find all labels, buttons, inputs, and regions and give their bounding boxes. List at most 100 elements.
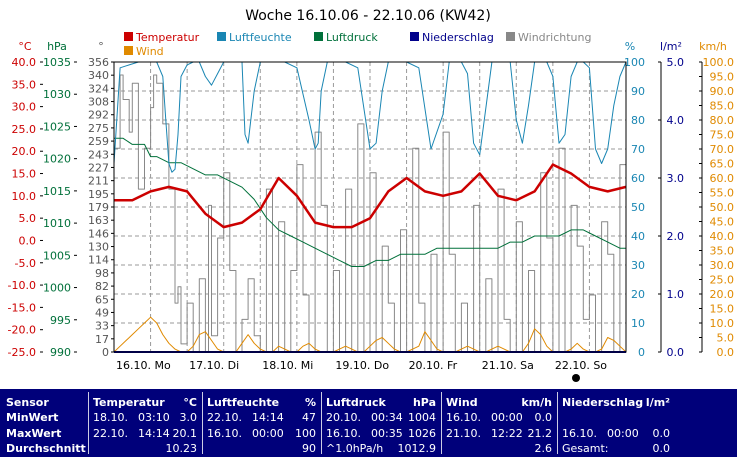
stat-date: 21.10. xyxy=(446,427,481,440)
wind-axis-tick: 100.0 xyxy=(703,56,735,69)
group-unit: km/h xyxy=(521,396,552,409)
rain-axis-tick: 5.0 xyxy=(667,56,685,69)
day-label: 18.10. Mi xyxy=(262,359,313,372)
stat-value: 21.2 xyxy=(527,427,553,440)
rain-axis-tick: 0.0 xyxy=(667,346,685,359)
pressure-axis-tick: 990 xyxy=(50,346,71,359)
stat-value: 0.0 xyxy=(652,442,671,455)
legend-label: Temperatur xyxy=(135,31,200,44)
legend-swatch xyxy=(124,46,133,55)
temp-axis-tick: 30.0 xyxy=(12,101,37,114)
pressure-axis-tick: 1025 xyxy=(43,120,71,133)
stat-date: 16.10. xyxy=(326,427,361,440)
stats-group-4: Niederschlag l/m² 16.10. 00:00 0.0 Gesamt: 0.… xyxy=(557,389,674,457)
day-label: 22.10. So xyxy=(555,359,607,372)
group-unit: % xyxy=(304,396,316,409)
humidity-axis-tick: 90 xyxy=(631,85,645,98)
stat-value: 1004 xyxy=(408,411,436,424)
column-separator xyxy=(557,392,558,454)
temp-axis-tick: 20.0 xyxy=(12,145,37,158)
direction-axis-tick: 130 xyxy=(88,241,109,254)
wind-axis-tick: 40.0 xyxy=(710,230,735,243)
row-label-sensor: Sensor xyxy=(6,396,49,409)
direction-axis-tick: 33 xyxy=(95,320,109,333)
pressure-axis-tick: 1010 xyxy=(43,217,71,230)
stat-value: 1012.9 xyxy=(397,442,437,455)
pressure-axis-tick: 1020 xyxy=(43,153,71,166)
temp-axis-tick: 40.0 xyxy=(12,56,37,69)
stat-value: 10.23 xyxy=(165,442,198,455)
direction-axis-tick: 243 xyxy=(88,148,109,161)
humidity-axis-tick: 80 xyxy=(631,114,645,127)
stats-group-2: Luftdruck hPa 20.10. 00:34 1004 16.10. 00:35 10… xyxy=(321,389,440,457)
direction-axis-unit: ° xyxy=(98,40,104,53)
stat-date: 16.10. xyxy=(207,427,242,440)
legend-label: Wind xyxy=(136,45,164,58)
pressure-axis-tick: 1000 xyxy=(43,282,71,295)
wind-axis-tick: 70.0 xyxy=(710,143,735,156)
temp-axis-tick: 0.0 xyxy=(19,234,37,247)
wind-axis-tick: 50.0 xyxy=(710,201,735,214)
group-name: Luftfeuchte xyxy=(207,396,280,409)
stat-time: 00:00 xyxy=(252,427,284,440)
stat-time: 00:34 xyxy=(371,411,403,424)
row-label-avg: Durchschnitt xyxy=(6,442,86,455)
stat-date: 22.10. xyxy=(207,411,242,424)
temp-axis-tick: 15.0 xyxy=(12,168,37,181)
pressure-axis-tick: 1030 xyxy=(43,88,71,101)
wind-axis-tick: 15.0 xyxy=(710,303,735,316)
direction-axis-tick: 211 xyxy=(88,175,109,188)
stat-date: ^1.0hPa/h xyxy=(326,442,384,455)
weather-chart: Woche 16.10.06 - 22.10.06 (KW42) Tempera… xyxy=(8,8,734,382)
direction-axis-tick: 292 xyxy=(88,109,109,122)
group-name: Wind xyxy=(446,396,478,409)
day-label: 21.10. Sa xyxy=(482,359,534,372)
temp-axis-tick: -10.0 xyxy=(8,279,36,292)
stat-date: 18.10. xyxy=(93,411,128,424)
stat-date: Gesamt: xyxy=(562,442,609,455)
wind-axis-tick: 0.0 xyxy=(717,346,735,359)
direction-axis-tick: 65 xyxy=(95,293,109,306)
direction-axis-tick: 49 xyxy=(95,306,109,319)
day-label: 20.10. Fr xyxy=(409,359,458,372)
stat-date: 22.10. xyxy=(93,427,128,440)
direction-axis-tick: 17 xyxy=(95,333,109,346)
wind-axis-tick: 85.0 xyxy=(710,100,735,113)
rain-axis-tick: 4.0 xyxy=(667,114,685,127)
wind-axis-tick: 5.0 xyxy=(717,332,735,345)
wind-axis-tick: 10.0 xyxy=(710,317,735,330)
legend-swatch xyxy=(410,32,419,41)
stat-value: 90 xyxy=(302,442,316,455)
wind-axis-tick: 75.0 xyxy=(710,129,735,142)
plot-border xyxy=(113,61,627,353)
stat-time: 14:14 xyxy=(252,411,284,424)
pressure-axis-unit: hPa xyxy=(47,40,67,53)
direction-axis-tick: 356 xyxy=(88,56,109,69)
stat-value: 20.1 xyxy=(172,427,198,440)
axes: 40.035.030.025.020.015.010.05.00.0-5.0-1… xyxy=(8,40,734,382)
direction-axis-tick: 227 xyxy=(88,161,109,174)
humidity-axis-tick: 20 xyxy=(631,288,645,301)
wind-axis-tick: 25.0 xyxy=(710,274,735,287)
direction-axis-tick: 259 xyxy=(88,135,109,148)
wind-axis-tick: 30.0 xyxy=(710,259,735,272)
stat-value: 2.6 xyxy=(534,442,553,455)
legend-swatch xyxy=(124,32,133,41)
legend-label: Windrichtung xyxy=(518,31,591,44)
group-name: Temperatur xyxy=(93,396,165,409)
humidity-axis-tick: 30 xyxy=(631,259,645,272)
direction-axis-tick: 163 xyxy=(88,214,109,227)
series-wind xyxy=(113,316,627,353)
rain-axis-unit: l/m² xyxy=(660,40,682,53)
direction-axis-tick: 275 xyxy=(88,122,109,135)
chart-title: Woche 16.10.06 - 22.10.06 (KW42) xyxy=(245,8,491,24)
temp-axis-tick: -20.0 xyxy=(8,324,36,337)
stat-time: 00:35 xyxy=(371,427,403,440)
legend-label: Niederschlag xyxy=(422,31,494,44)
group-name: Niederschlag xyxy=(562,396,644,409)
series-temperatur xyxy=(114,163,627,229)
stat-value: 47 xyxy=(302,411,316,424)
humidity-axis-tick: 40 xyxy=(631,230,645,243)
humidity-axis-tick: 10 xyxy=(631,317,645,330)
